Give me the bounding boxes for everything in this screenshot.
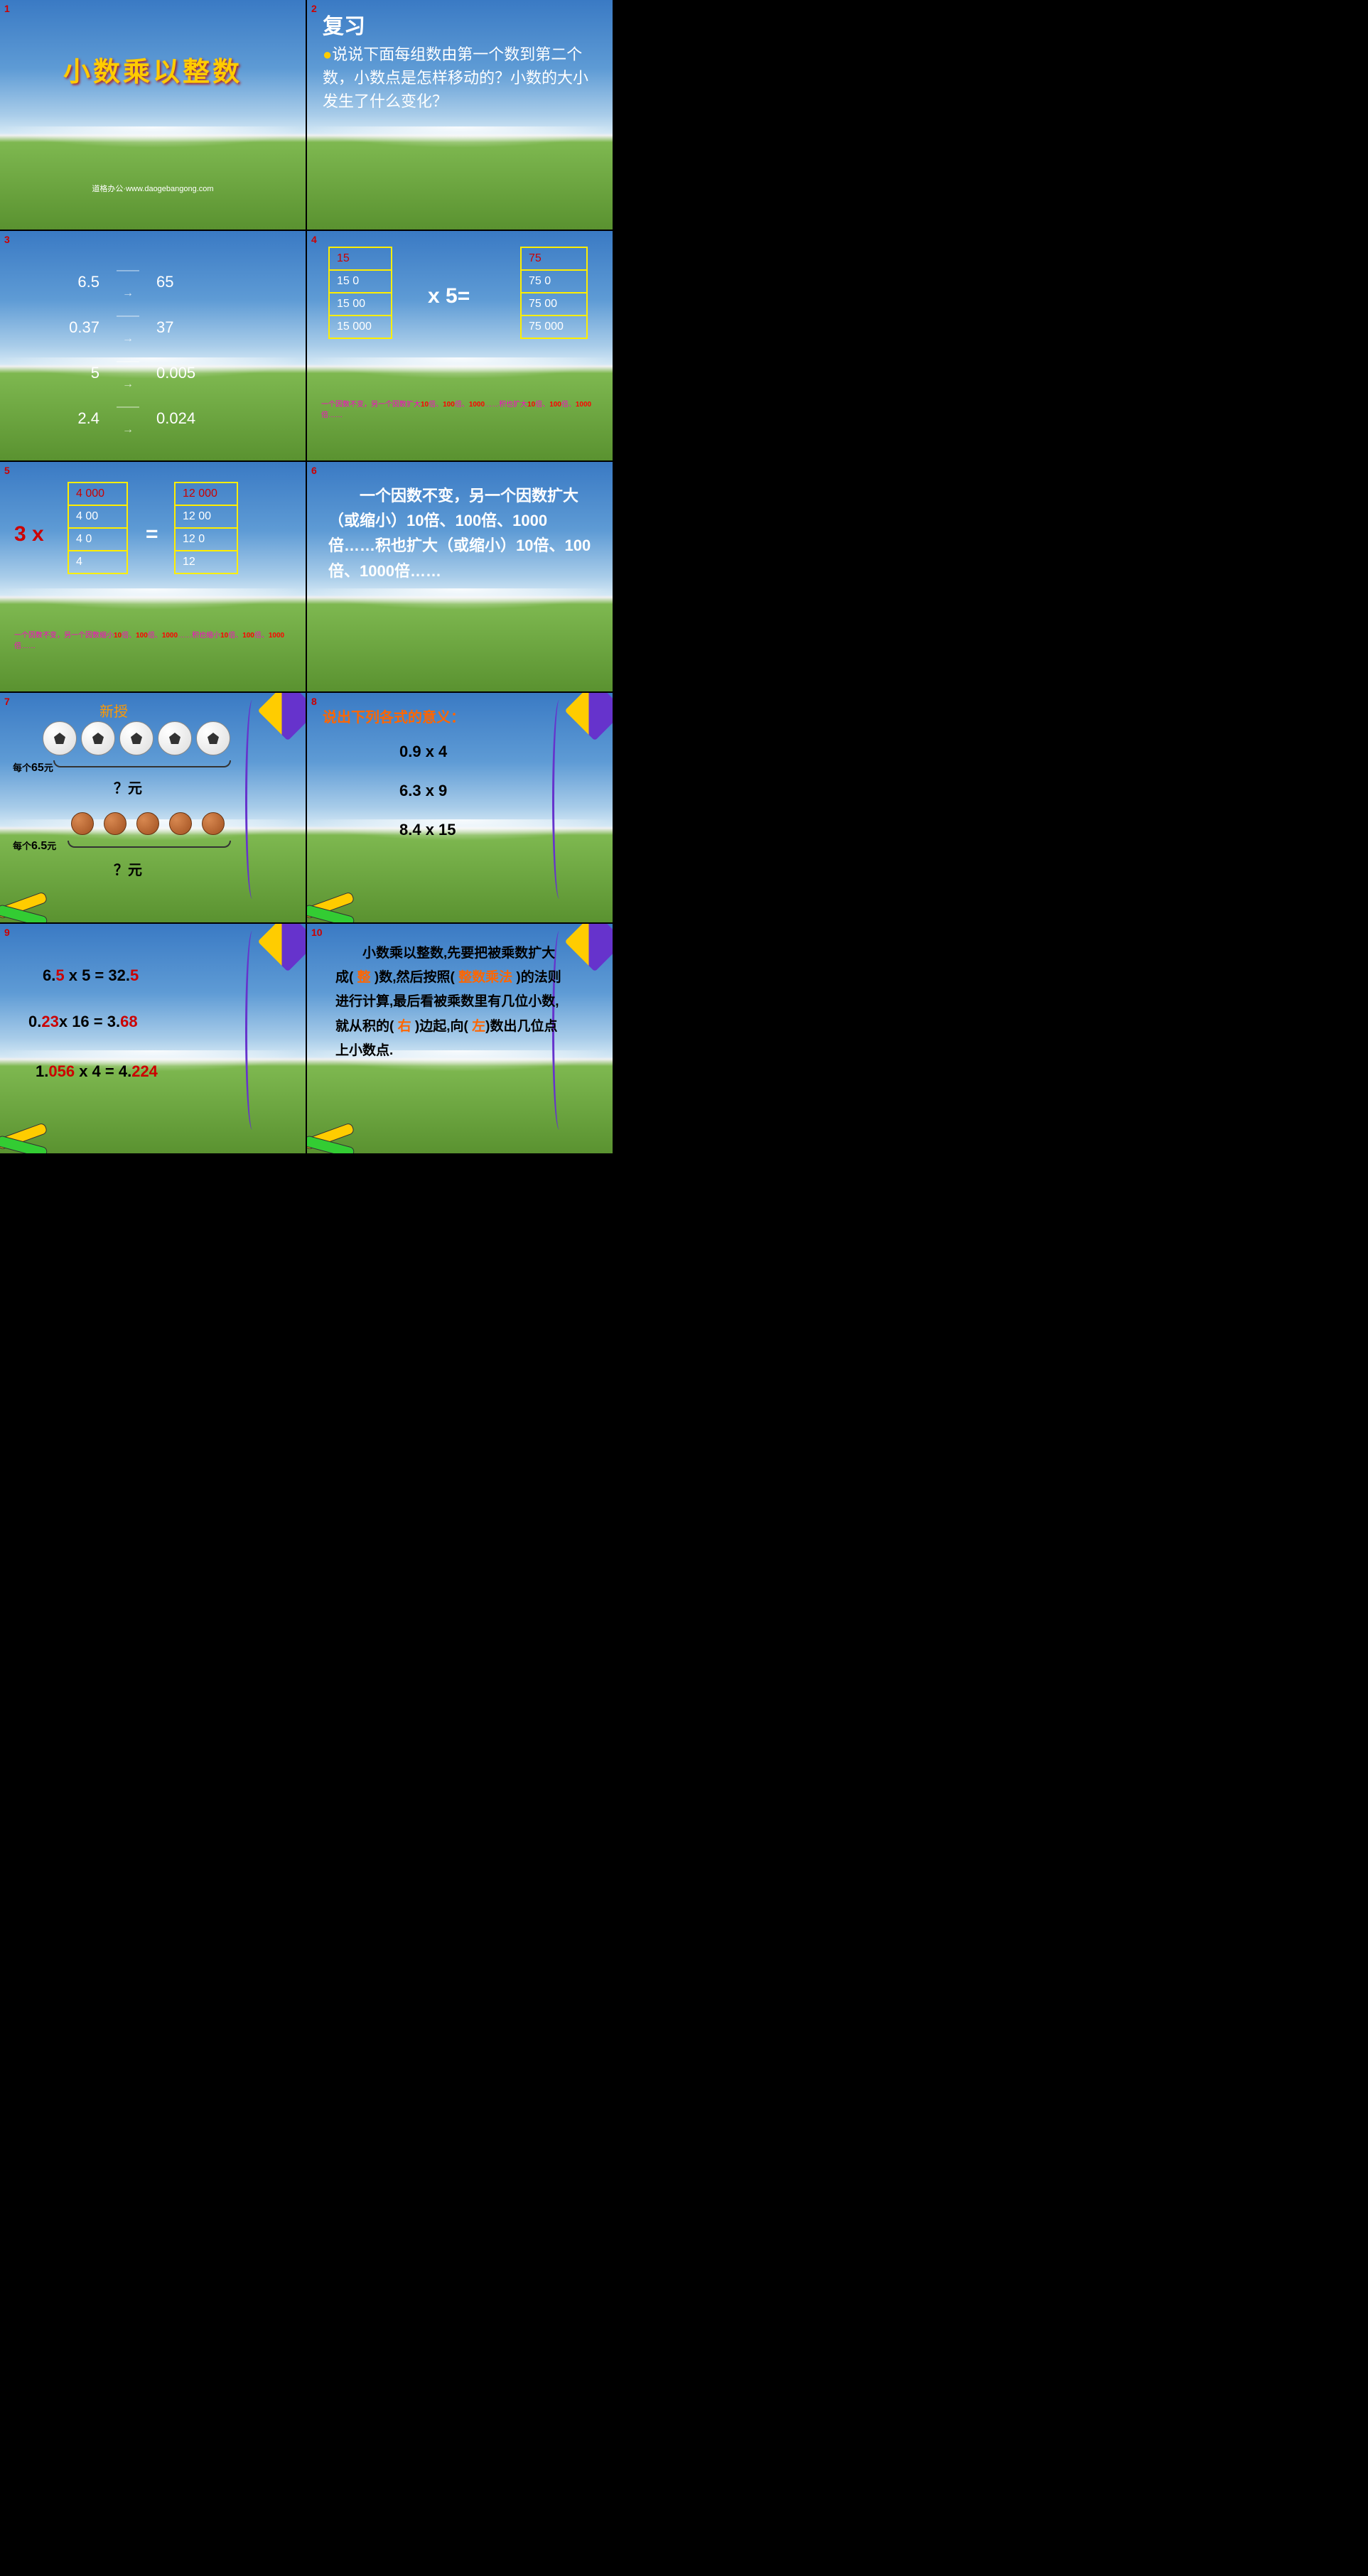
brace-icon bbox=[68, 841, 231, 848]
pencil-icon bbox=[565, 924, 613, 971]
ball-icon bbox=[43, 721, 77, 755]
lesson-title: 新授 bbox=[99, 700, 128, 721]
review-text: ●说说下面每组数由第一个数到第二个数，小数点是怎样移动的？小数的大小发生了什么变… bbox=[323, 43, 598, 113]
squiggle-icon bbox=[245, 700, 259, 899]
arrow-icon: ——→ bbox=[114, 396, 142, 441]
question-text: ？元 bbox=[114, 858, 142, 879]
equation: 0.9 x 4 bbox=[399, 743, 447, 761]
pencils-icon bbox=[0, 893, 53, 922]
slide-4: 4 15 15 0 15 00 15 000 x 5= 75 75 0 75 0… bbox=[307, 231, 613, 460]
pencils-icon bbox=[307, 1123, 360, 1153]
slide-grid: 1 小数乘以整数 道格办公·www.daogebangong.com 2 复习 … bbox=[0, 0, 613, 1153]
ball-icon bbox=[169, 812, 192, 835]
note-text: 一个因数不变，另一个因数缩小10倍、100倍、1000……积也缩小10倍、100… bbox=[14, 629, 291, 650]
price-label: 每个65元 bbox=[13, 760, 53, 775]
left-table: 15 15 0 15 00 15 000 bbox=[328, 247, 392, 339]
left-table: 4 000 4 00 4 0 4 bbox=[68, 482, 128, 574]
squiggle-icon bbox=[552, 700, 566, 899]
slide-1: 1 小数乘以整数 道格办公·www.daogebangong.com bbox=[0, 0, 306, 230]
slide-9: 9 6.5 x 5 = 32.5 0.23x 16 = 3.68 1.056 x… bbox=[0, 924, 306, 1153]
price-label: 每个6.5元 bbox=[13, 839, 56, 853]
ball-icon bbox=[136, 812, 159, 835]
bullet-icon: ● bbox=[323, 45, 332, 63]
slide-3: 3 6.5——→65 0.37——→37 5——→0.005 2.4——→0.0… bbox=[0, 231, 306, 460]
equation: 6.3 x 9 bbox=[399, 782, 447, 800]
slide-6: 6 一个因数不变，另一个因数扩大（或缩小）10倍、100倍、1000倍……积也扩… bbox=[307, 462, 613, 691]
slide-7: 7 新授 每个65元 ？元 每个6.5元 ？元 bbox=[0, 693, 306, 922]
operator: x 5= bbox=[428, 284, 470, 308]
pencil-icon bbox=[258, 924, 306, 971]
note-text: 一个因数不变，另一个因数扩大10倍、100倍、1000……积也扩大10倍、100… bbox=[321, 398, 598, 419]
pencil-icon bbox=[565, 693, 613, 740]
pair-row: 2.4——→0.024 bbox=[57, 396, 206, 441]
review-heading: 复习 bbox=[323, 9, 365, 40]
ball-icon bbox=[81, 721, 115, 755]
operator-eq: = bbox=[146, 522, 158, 546]
equation: 0.23x 16 = 3.68 bbox=[28, 1013, 138, 1031]
ball-icon bbox=[202, 812, 225, 835]
ball-icon bbox=[71, 812, 94, 835]
prompt-title: 说出下列各式的意义： bbox=[323, 706, 465, 726]
equation: 1.056 x 4 = 4.224 bbox=[36, 1062, 158, 1081]
pair-row: 6.5——→65 bbox=[57, 259, 206, 305]
soccer-balls bbox=[43, 721, 230, 755]
operator-left: 3 x bbox=[14, 522, 44, 546]
pencils-icon bbox=[0, 1123, 53, 1153]
arrow-icon: ——→ bbox=[114, 350, 142, 396]
slide-10: 10 小数乘以整数,先要把被乘数扩大成( 整 )数,然后按照( 整数乘法 )的法… bbox=[307, 924, 613, 1153]
brace-icon bbox=[53, 760, 231, 767]
slide-5: 5 3 x 4 000 4 00 4 0 4 = 12 000 12 00 12… bbox=[0, 462, 306, 691]
ball-icon bbox=[104, 812, 126, 835]
ball-icon bbox=[158, 721, 192, 755]
question-text: ？元 bbox=[114, 777, 142, 797]
pencil-icon bbox=[258, 693, 306, 740]
fill-blank-text: 小数乘以整数,先要把被乘数扩大成( 整 )数,然后按照( 整数乘法 )的法则进行… bbox=[335, 942, 566, 1063]
footer-credit: 道格办公·www.daogebangong.com bbox=[0, 183, 306, 194]
arrow-icon: ——→ bbox=[114, 305, 142, 350]
main-title: 小数乘以整数 bbox=[0, 50, 306, 89]
pair-row: 0.37——→37 bbox=[57, 305, 206, 350]
rule-text: 一个因数不变，另一个因数扩大（或缩小）10倍、100倍、1000倍……积也扩大（… bbox=[328, 483, 591, 583]
number-pairs: 6.5——→65 0.37——→37 5——→0.005 2.4——→0.024 bbox=[57, 259, 206, 441]
arrow-icon: ——→ bbox=[114, 259, 142, 305]
equation: 6.5 x 5 = 32.5 bbox=[43, 966, 139, 985]
ball-icon bbox=[119, 721, 154, 755]
equation: 8.4 x 15 bbox=[399, 821, 456, 839]
ball-icon bbox=[196, 721, 230, 755]
right-table: 12 000 12 00 12 0 12 bbox=[174, 482, 238, 574]
squiggle-icon bbox=[245, 931, 259, 1130]
slide-8: 8 说出下列各式的意义： 0.9 x 4 6.3 x 9 8.4 x 15 bbox=[307, 693, 613, 922]
pair-row: 5——→0.005 bbox=[57, 350, 206, 396]
pencils-icon bbox=[307, 893, 360, 922]
right-table: 75 75 0 75 00 75 000 bbox=[520, 247, 588, 339]
slide-2: 2 复习 ●说说下面每组数由第一个数到第二个数，小数点是怎样移动的？小数的大小发… bbox=[307, 0, 613, 230]
basketballs bbox=[71, 812, 225, 835]
